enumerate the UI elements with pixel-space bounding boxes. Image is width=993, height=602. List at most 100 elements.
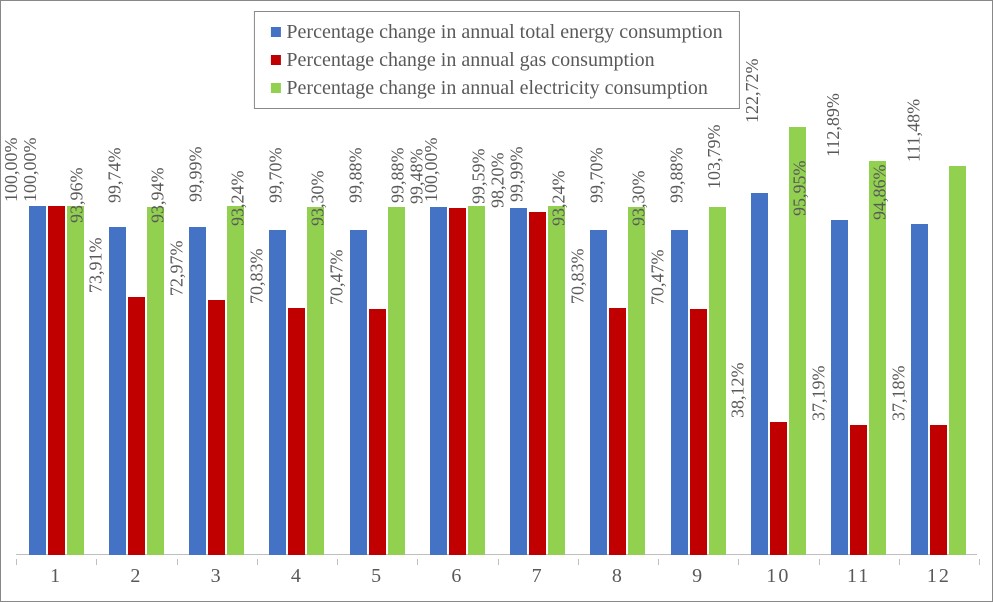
x-tick-label: 2: [130, 565, 142, 588]
bar: 99,70%: [307, 207, 324, 555]
x-tick-label: 8: [612, 565, 624, 588]
bar: 99,88%: [430, 207, 447, 555]
bar: 94,86%: [911, 224, 928, 555]
bar-value-label: 99,99%: [506, 147, 527, 207]
x-tick: [979, 559, 980, 565]
bar-value-label: 99,70%: [265, 148, 286, 208]
chart-frame: Percentage change in annual total energy…: [0, 0, 993, 602]
bar-rect: [350, 230, 367, 555]
x-tick: [498, 559, 499, 565]
bar-value-label: 99,59%: [468, 148, 489, 208]
bar-rect: [388, 207, 405, 555]
bar-value-label: 99,70%: [586, 148, 607, 208]
bar-rect: [671, 230, 688, 555]
bar-value-label: 70,47%: [326, 250, 347, 310]
bar-value-label: 111,48%: [903, 99, 924, 166]
bar-rect: [751, 193, 768, 555]
bar-rect: [48, 206, 65, 555]
bar-value-label: 98,20%: [487, 153, 508, 213]
x-tick-label: 9: [692, 565, 704, 588]
bar: 103,79%: [751, 193, 768, 555]
bar-value-label: 122,72%: [742, 58, 763, 127]
bar-rect: [67, 206, 84, 555]
bar: 93,30%: [350, 230, 367, 555]
x-tick-label: 11: [847, 565, 870, 588]
bar-rect: [911, 224, 928, 555]
bar-value-label: 70,83%: [567, 248, 588, 308]
bar-rect: [770, 422, 787, 555]
bar: 93,30%: [671, 230, 688, 555]
bar-value-label: 93,24%: [548, 170, 569, 230]
bar-rect: [468, 206, 485, 555]
bar: 100,00%: [29, 206, 46, 555]
bar-rect: [949, 166, 966, 555]
plot-area: 100,00%100,00%100,00%93,96%73,91%99,74%9…: [16, 121, 977, 555]
legend-label: Percentage change in annual gas consumpt…: [286, 46, 654, 74]
bar-value-label: 100,00%: [1, 138, 22, 207]
x-tick: [899, 559, 900, 565]
bar-rect: [307, 207, 324, 555]
bar: 70,83%: [288, 308, 305, 555]
bar-value-label: 99,99%: [185, 147, 206, 207]
bar-value-label: 99,74%: [105, 148, 126, 208]
bar-group: 94,86%37,18%111,48%: [899, 119, 979, 555]
bar: 70,47%: [369, 309, 386, 555]
x-tick: [819, 559, 820, 565]
bar-value-label: 100,00%: [20, 138, 41, 207]
bar-rect: [227, 206, 244, 555]
bar-rect: [430, 207, 447, 555]
bar-value-label: 99,88%: [345, 147, 366, 207]
bar: 37,18%: [930, 425, 947, 555]
bar-value-label: 72,97%: [166, 241, 187, 301]
bar-rect: [709, 207, 726, 555]
legend-label: Percentage change in annual electricity …: [286, 74, 708, 102]
legend-swatch: [270, 27, 280, 37]
bar-value-label: 73,91%: [86, 238, 107, 298]
x-axis: 123456789101112: [16, 559, 977, 595]
legend-swatch: [270, 55, 280, 65]
bar-value-label: 95,95%: [789, 161, 810, 221]
bar: 72,97%: [208, 300, 225, 555]
bar: 70,47%: [690, 309, 707, 555]
bar-value-label: 93,30%: [307, 170, 328, 230]
bar: 99,88%: [709, 207, 726, 555]
x-tick: [578, 559, 579, 565]
bar-value-label: 70,47%: [647, 250, 668, 310]
bar: 93,96%: [109, 227, 126, 555]
x-tick: [658, 559, 659, 565]
bar-rect: [609, 308, 626, 555]
bar: 100,00%: [48, 206, 65, 555]
bar: 99,88%: [388, 207, 405, 555]
bar-rect: [590, 230, 607, 555]
x-tick: [96, 559, 97, 565]
bar: 100,00%: [468, 206, 485, 555]
bar-value-label: 37,19%: [808, 366, 829, 426]
x-tick: [257, 559, 258, 565]
bar: 99,48%: [449, 208, 466, 555]
bar-rect: [128, 297, 145, 555]
bar-rect: [831, 220, 848, 555]
legend: Percentage change in annual total energy…: [253, 11, 739, 109]
bar-value-label: 99,88%: [666, 147, 687, 207]
bar: 99,99%: [548, 206, 565, 555]
legend-swatch: [270, 83, 280, 93]
bar-value-label: 100,00%: [421, 138, 442, 207]
x-tick: [417, 559, 418, 565]
bar: 98,20%: [529, 212, 546, 555]
bar-rect: [369, 309, 386, 555]
bar: 93,24%: [590, 230, 607, 555]
x-tick: [177, 559, 178, 565]
x-tick-label: 3: [211, 565, 223, 588]
x-tick: [738, 559, 739, 565]
legend-item: Percentage change in annual gas consumpt…: [270, 46, 722, 74]
bar-rect: [208, 300, 225, 555]
bar-rect: [189, 227, 206, 555]
bar: 99,70%: [628, 207, 645, 555]
legend-item: Percentage change in annual electricity …: [270, 74, 722, 102]
bar: 99,74%: [147, 207, 164, 555]
bar-rect: [548, 206, 565, 555]
bar-rect: [850, 425, 867, 555]
bar-value-label: 94,86%: [869, 165, 890, 225]
bar: 93,24%: [269, 230, 286, 555]
x-tick: [337, 559, 338, 565]
